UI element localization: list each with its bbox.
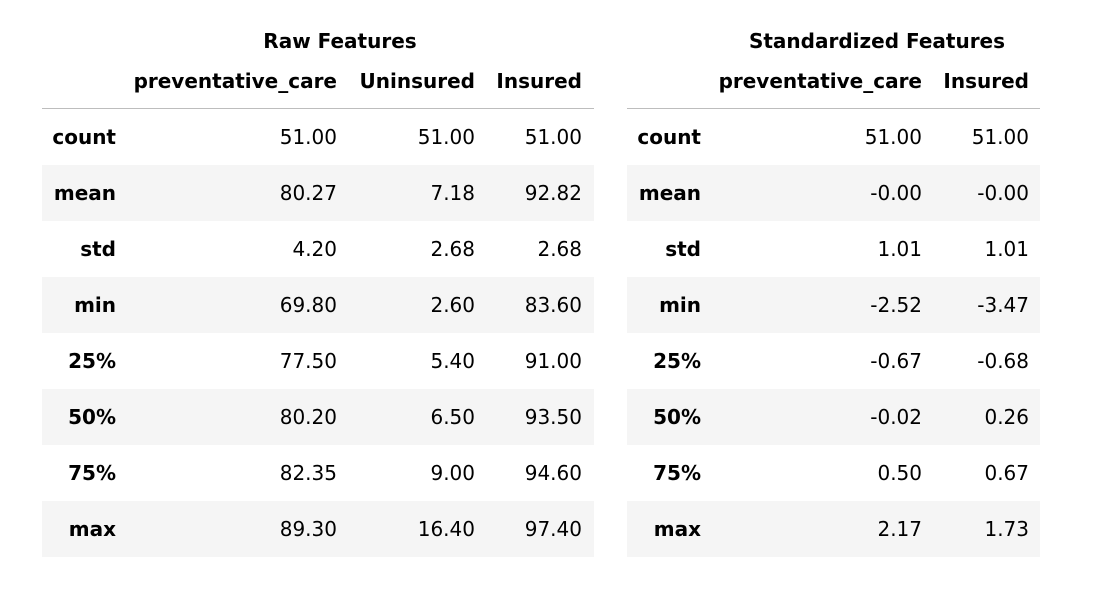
table-cell: 6.50: [430, 404, 475, 429]
table-cell: -0.00: [870, 180, 922, 205]
row-label: 75%: [68, 460, 116, 485]
table-cell: 51.00: [864, 124, 922, 149]
row-label: std: [665, 236, 701, 261]
table-cell: -0.68: [977, 348, 1029, 373]
table-cell: 16.40: [417, 516, 475, 541]
raw-features-table: preventative_care Uninsured Insured coun…: [42, 54, 594, 557]
table-cell: 69.80: [279, 292, 337, 317]
table-row: 50% -0.02 0.26: [627, 388, 1040, 445]
table-row: min 69.80 2.60 83.60: [42, 276, 594, 333]
row-label: count: [637, 124, 701, 149]
index-header: [42, 54, 118, 109]
table-cell: 2.68: [537, 236, 582, 261]
table-header-row: preventative_care Uninsured Insured: [42, 54, 594, 109]
table-cell: 51.00: [971, 124, 1029, 149]
row-label: min: [74, 292, 116, 317]
raw-features-caption: Raw Features: [263, 29, 417, 53]
table-cell: -0.00: [977, 180, 1029, 205]
table-cell: 82.35: [279, 460, 337, 485]
table-cell: 51.00: [279, 124, 337, 149]
table-cell: 7.18: [430, 180, 475, 205]
table-row: 50% 80.20 6.50 93.50: [42, 388, 594, 445]
table-cell: 97.40: [524, 516, 582, 541]
table-cell: 1.73: [984, 516, 1029, 541]
table-cell: -0.67: [870, 348, 922, 373]
table-row: count 51.00 51.00 51.00: [42, 109, 594, 165]
table-row: 75% 0.50 0.67: [627, 445, 1040, 501]
row-label: mean: [638, 180, 701, 205]
row-label: min: [659, 292, 701, 317]
row-label: count: [52, 124, 116, 149]
table-cell: 4.20: [292, 236, 337, 261]
row-label: 25%: [653, 348, 701, 373]
table-row: 75% 82.35 9.00 94.60: [42, 445, 594, 501]
table-cell: 93.50: [524, 404, 582, 429]
row-label: 25%: [68, 348, 116, 373]
table-cell: -2.52: [870, 292, 922, 317]
row-label: std: [80, 236, 116, 261]
table-cell: 2.68: [430, 236, 475, 261]
table-row: mean 80.27 7.18 92.82: [42, 164, 594, 221]
table-row: max 89.30 16.40 97.40: [42, 500, 594, 557]
table-cell: 51.00: [524, 124, 582, 149]
column-header: preventative_care: [703, 54, 923, 109]
table-cell: 80.20: [279, 404, 337, 429]
table-cell: -0.02: [870, 404, 922, 429]
row-label: max: [653, 516, 701, 541]
table-cell: 5.40: [430, 348, 475, 373]
table-row: count 51.00 51.00: [627, 109, 1040, 165]
table-cell: 0.67: [984, 460, 1029, 485]
row-label: 50%: [653, 404, 701, 429]
table-row: 25% 77.50 5.40 91.00: [42, 333, 594, 389]
table-cell: -3.47: [977, 292, 1029, 317]
table-cell: 80.27: [279, 180, 337, 205]
table-row: min -2.52 -3.47: [627, 276, 1040, 333]
table-row: std 4.20 2.68 2.68: [42, 221, 594, 277]
table-cell: 2.17: [877, 516, 922, 541]
table-cell: 2.60: [430, 292, 475, 317]
table-cell: 94.60: [524, 460, 582, 485]
standardized-features-table: preventative_care Insured count 51.00 51…: [627, 54, 1040, 557]
table-row: std 1.01 1.01: [627, 221, 1040, 277]
row-label: max: [68, 516, 116, 541]
table-cell: 89.30: [279, 516, 337, 541]
column-header: Insured: [476, 54, 594, 109]
table-cell: 0.50: [877, 460, 922, 485]
table-cell: 1.01: [984, 236, 1029, 261]
table-cell: 9.00: [430, 460, 475, 485]
table-cell: 92.82: [524, 180, 582, 205]
table-row: mean -0.00 -0.00: [627, 164, 1040, 221]
row-label: 75%: [653, 460, 701, 485]
table-row: max 2.17 1.73: [627, 500, 1040, 557]
row-label: 50%: [68, 404, 116, 429]
row-label: mean: [53, 180, 116, 205]
standardized-features-caption: Standardized Features: [748, 29, 1006, 53]
table-cell: 1.01: [877, 236, 922, 261]
table-row: 25% -0.67 -0.68: [627, 333, 1040, 389]
table-cell: 51.00: [417, 124, 475, 149]
table-cell: 0.26: [984, 404, 1029, 429]
table-header-row: preventative_care Insured: [627, 54, 1040, 109]
index-header: [627, 54, 703, 109]
column-header: Uninsured: [338, 54, 476, 109]
table-cell: 91.00: [524, 348, 582, 373]
table-cell: 83.60: [524, 292, 582, 317]
column-header: preventative_care: [118, 54, 338, 109]
table-cell: 77.50: [279, 348, 337, 373]
column-header: Insured: [923, 54, 1040, 109]
